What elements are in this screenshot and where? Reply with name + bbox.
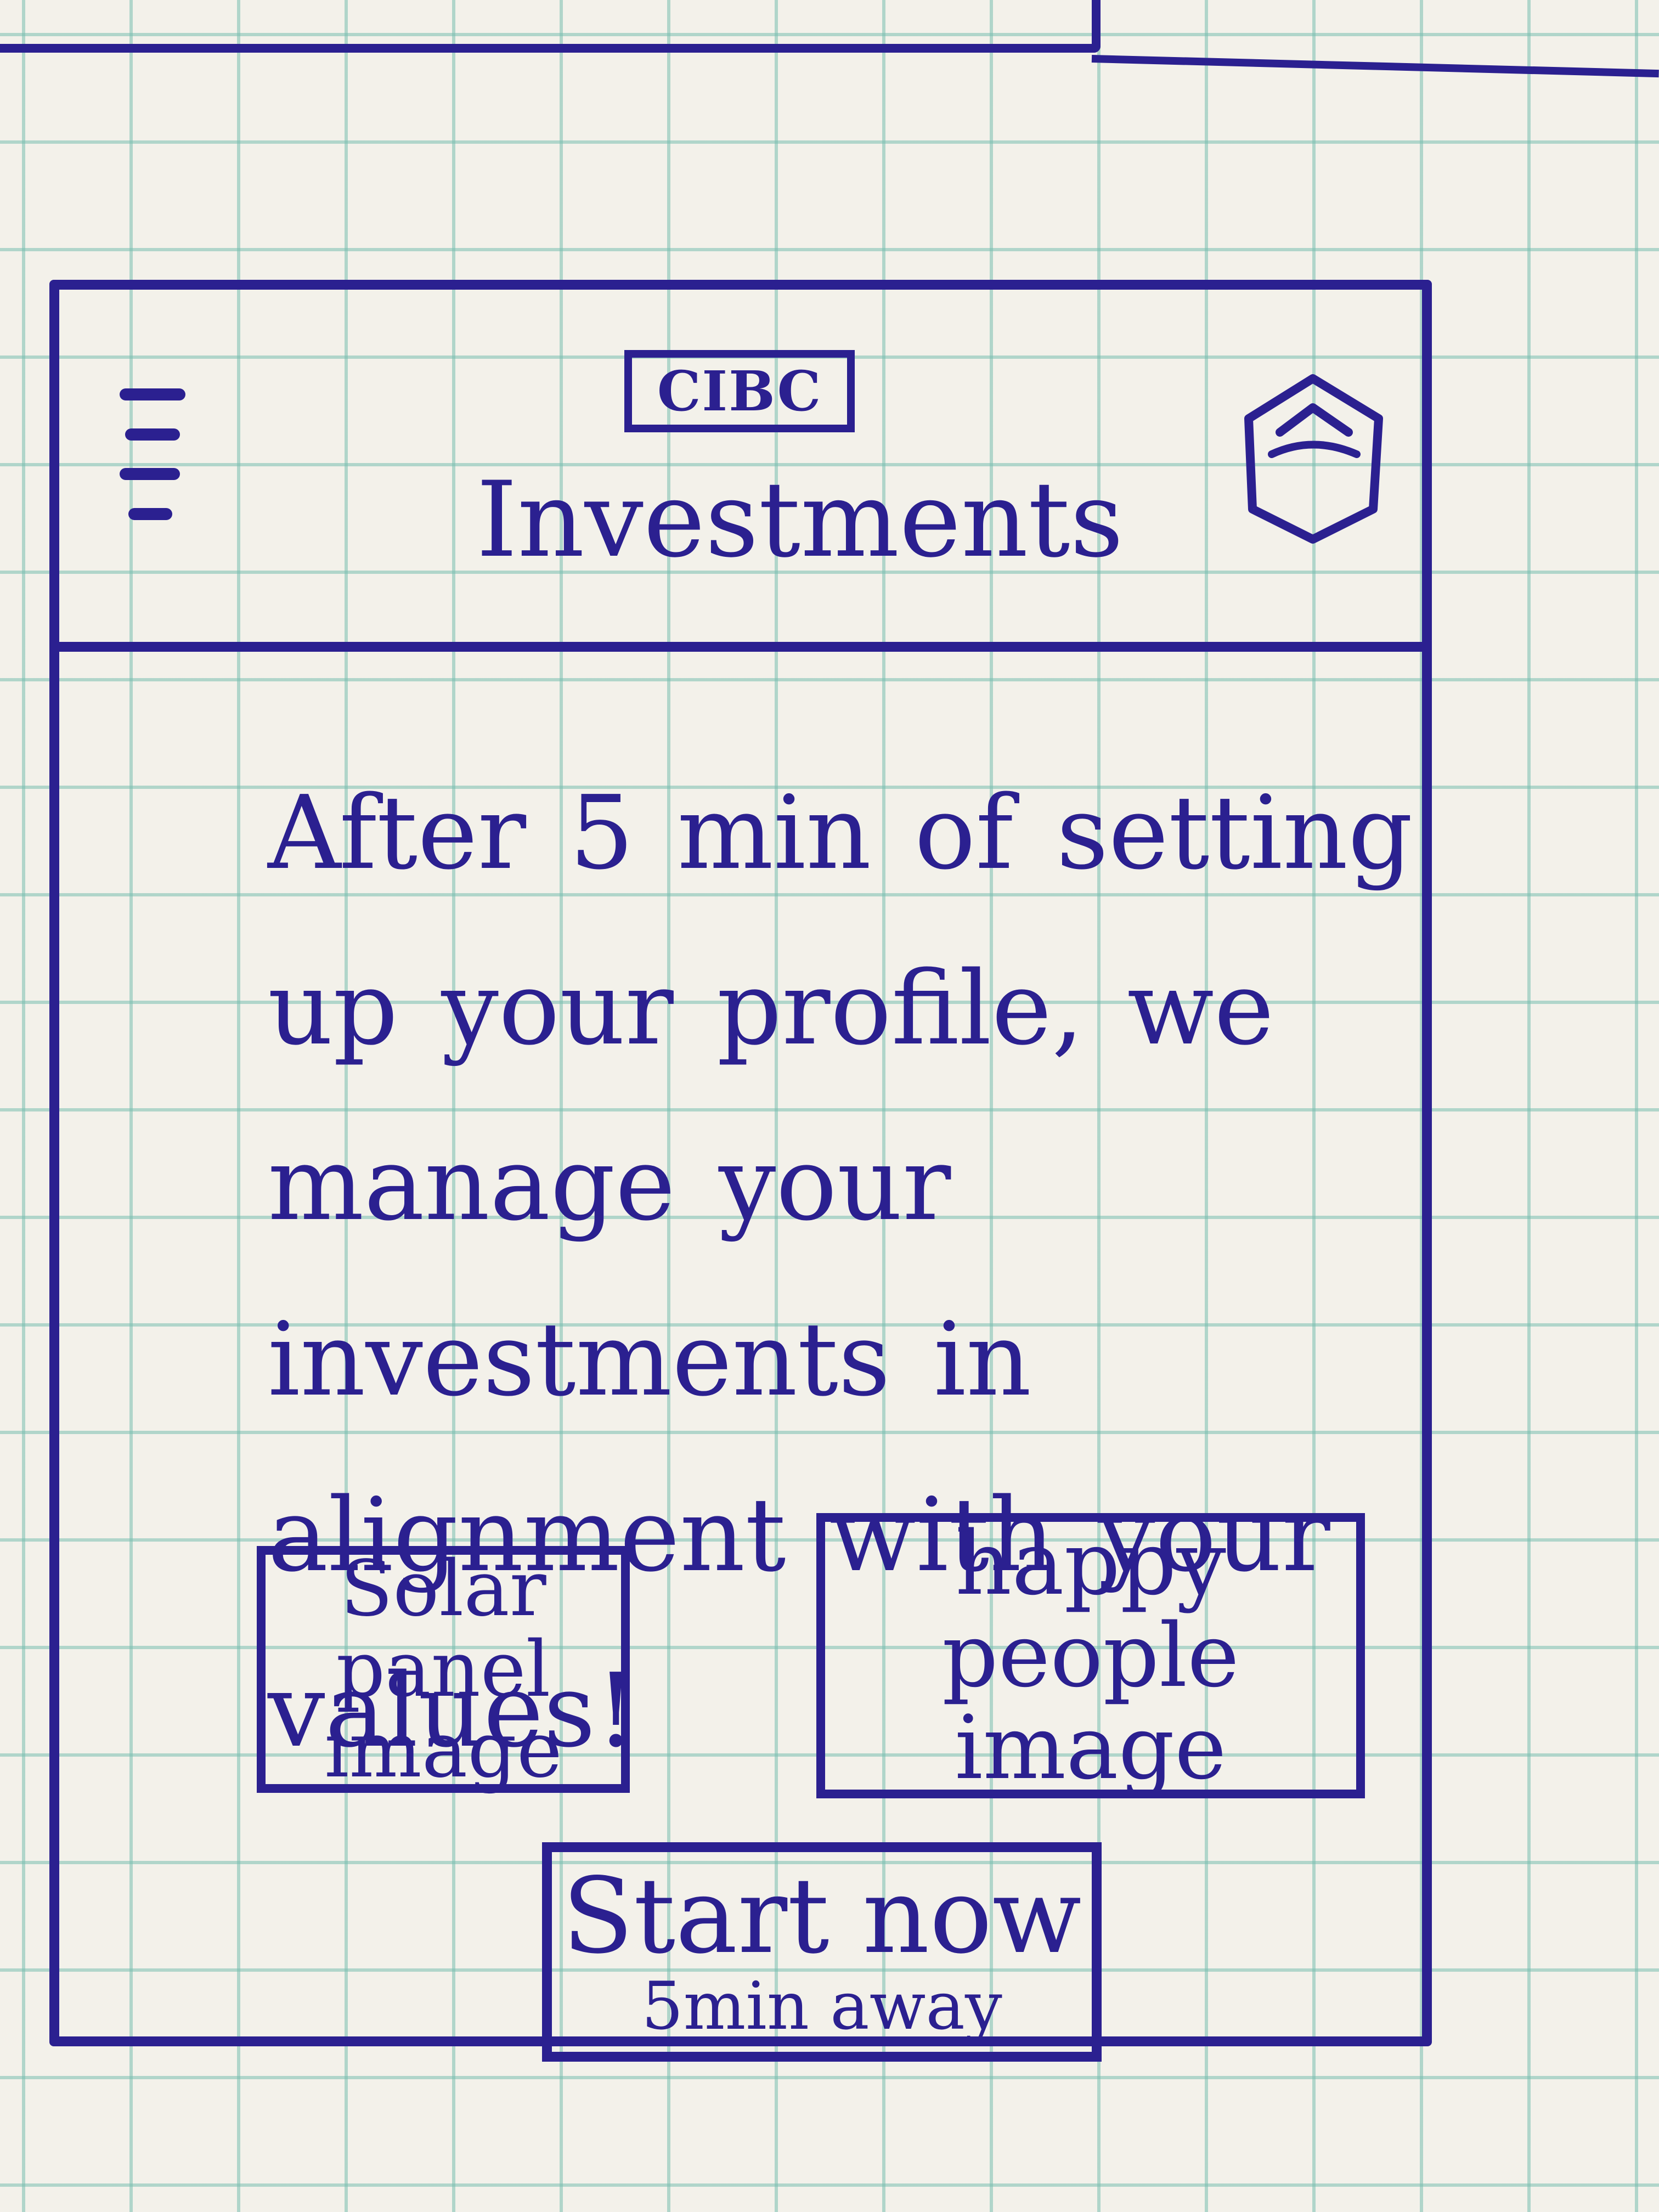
value-proposition-text: After 5 min of setting up your profile, … bbox=[268, 774, 1413, 1770]
solar-panel-image-placeholder: Solar panel image bbox=[257, 1546, 630, 1793]
cibc-logo: CIBC bbox=[624, 350, 855, 432]
menu-line bbox=[120, 468, 180, 481]
main-content: After 5 min of setting up your profile, … bbox=[59, 652, 1422, 2062]
previous-sketch-divider bbox=[1091, 55, 1659, 78]
app-header: CIBC Investments bbox=[59, 290, 1422, 652]
time-estimate-label: 5min away bbox=[641, 1968, 1002, 2045]
image-placeholder-label: happy people image bbox=[942, 1512, 1239, 1799]
menu-line bbox=[120, 388, 185, 400]
image-placeholder-label: Solar panel image bbox=[324, 1544, 562, 1795]
hamburger-menu-icon[interactable] bbox=[120, 388, 196, 520]
previous-sketch-frame bbox=[0, 0, 1101, 53]
page-title: Investments bbox=[476, 459, 1124, 580]
phone-frame: CIBC Investments After 5 min of setting … bbox=[49, 280, 1432, 2062]
happy-people-image-placeholder: happy people image bbox=[816, 1513, 1365, 1798]
menu-line bbox=[125, 428, 180, 441]
start-now-label: Start now bbox=[562, 1855, 1082, 1977]
start-now-button[interactable]: Start now 5min away bbox=[542, 1842, 1102, 2062]
menu-line bbox=[128, 507, 172, 520]
profile-shield-icon[interactable] bbox=[1239, 372, 1387, 548]
profile-shield-svg bbox=[1244, 374, 1383, 544]
